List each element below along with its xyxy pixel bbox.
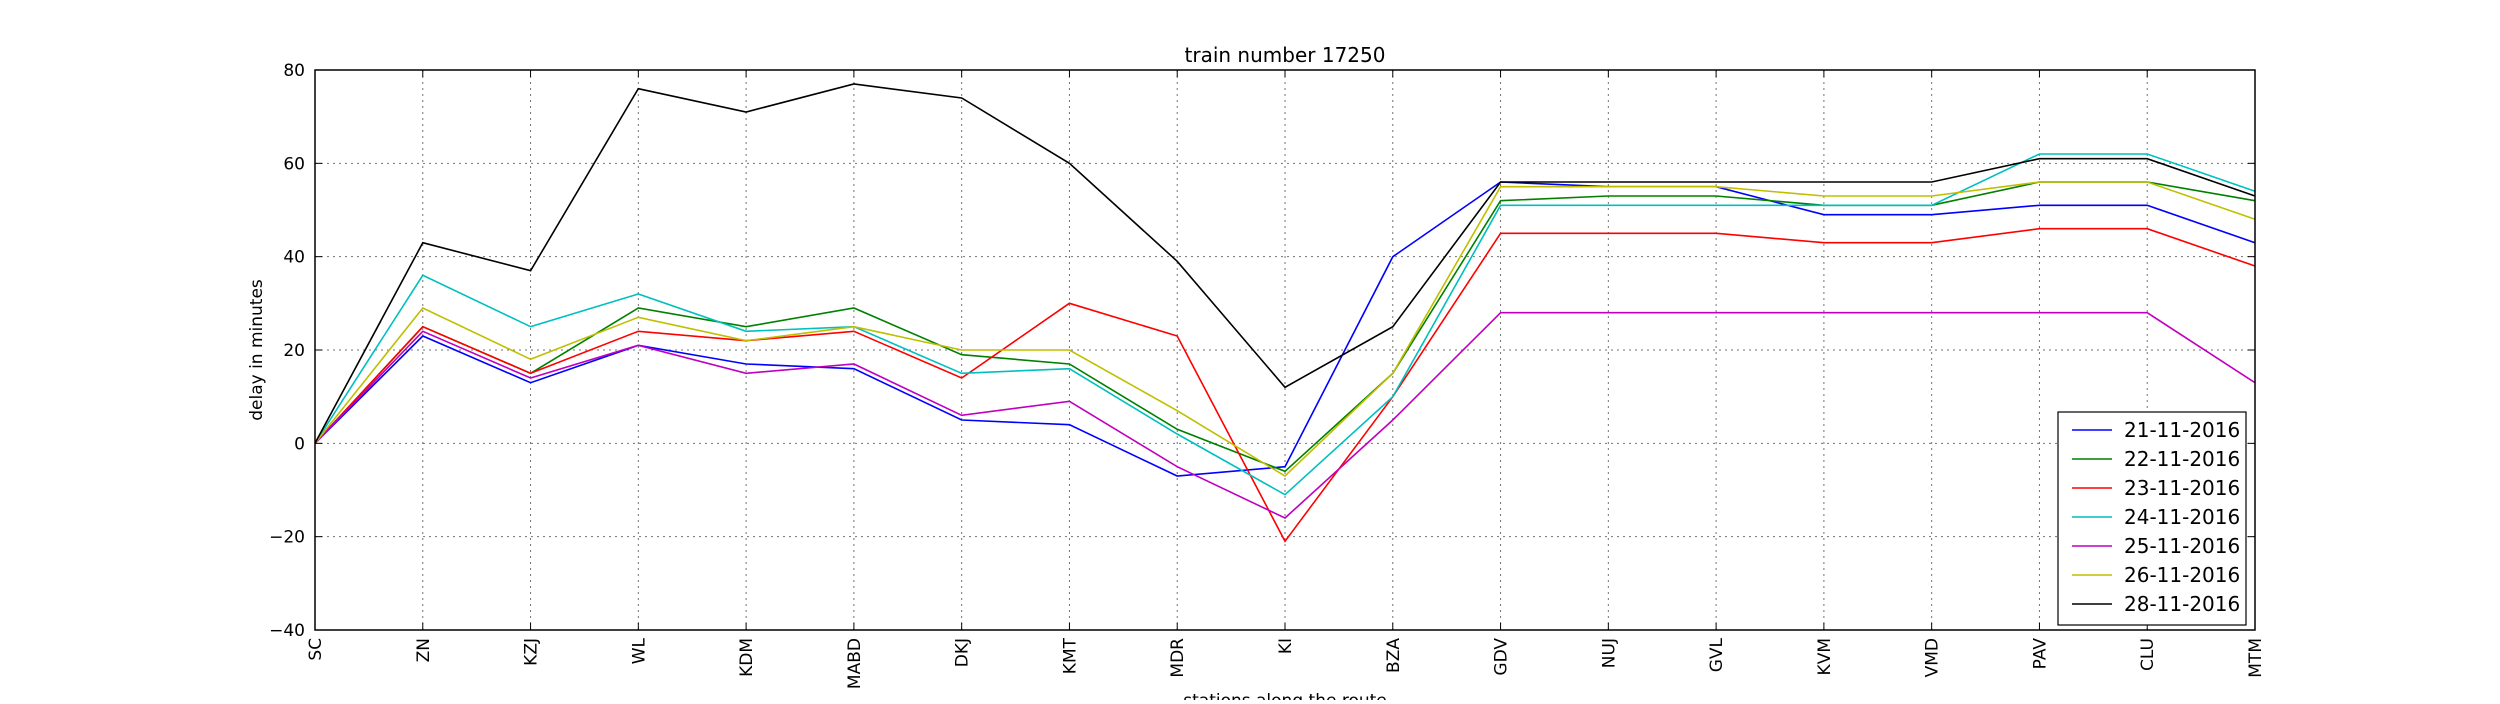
x-tick-label: CLU <box>2138 638 2158 671</box>
x-tick-label: KMT <box>1060 637 1080 674</box>
x-tick-label: MABD <box>845 638 865 689</box>
x-tick-label: KI <box>1276 638 1296 654</box>
legend: 21-11-2016 22-11-2016 23-11-2016 24-11-2016… <box>2057 411 2247 626</box>
x-tick-label: KVM <box>1815 638 1835 675</box>
series-line <box>314 153 2256 496</box>
y-tick-label: 60 <box>283 154 305 174</box>
x-tick-label: MDR <box>1168 638 1188 678</box>
x-tick-label: VMD <box>1923 638 1943 677</box>
y-tick-label: −40 <box>269 621 305 641</box>
legend-label: 22-11-2016 <box>2124 447 2240 471</box>
series-layer <box>314 83 2256 543</box>
legend-label: 23-11-2016 <box>2124 476 2240 500</box>
x-tick-label: ZN <box>414 638 434 662</box>
legend-label: 21-11-2016 <box>2124 418 2240 442</box>
legend-label: 24-11-2016 <box>2124 505 2240 529</box>
y-tick-label: 20 <box>283 341 305 361</box>
x-tick-label: KZJ <box>522 638 542 666</box>
x-tick-label: DKJ <box>953 638 973 667</box>
series-line <box>314 83 2256 444</box>
y-tick-label: 0 <box>294 434 305 454</box>
x-axis-label: stations along the route <box>1183 691 1387 700</box>
x-tick-label: GVL <box>1707 637 1727 672</box>
x-tick-label: GDV <box>1492 638 1512 676</box>
series-line <box>314 311 2256 519</box>
x-tick-label: SC <box>306 638 326 661</box>
x-tick-label: KDM <box>737 638 757 677</box>
x-tick-label: NUJ <box>1599 638 1619 668</box>
x-tick-label: PAV <box>2030 638 2050 670</box>
legend-label: 28-11-2016 <box>2124 592 2240 616</box>
series-line <box>314 227 2256 543</box>
x-tick-label: WL <box>629 637 649 664</box>
x-tick-label: MTM <box>2246 638 2266 678</box>
x-tick-label: BZA <box>1384 638 1404 673</box>
legend-label: 25-11-2016 <box>2124 534 2240 558</box>
series-line <box>314 181 2256 478</box>
y-axis-label: delay in minutes <box>247 279 267 421</box>
y-tick-label: −20 <box>269 528 305 548</box>
legend-label: 26-11-2016 <box>2124 563 2240 587</box>
y-tick-label: 80 <box>283 61 305 81</box>
tick-layer: SC ZN KZJ WL KDM MABD DKJ KMT MDR KI BZA GDV NUJ GVL K… <box>269 61 2266 689</box>
legend-box <box>2057 411 2247 626</box>
chart-title: train number 17250 <box>1185 43 1386 67</box>
y-tick-label: 40 <box>283 248 305 268</box>
